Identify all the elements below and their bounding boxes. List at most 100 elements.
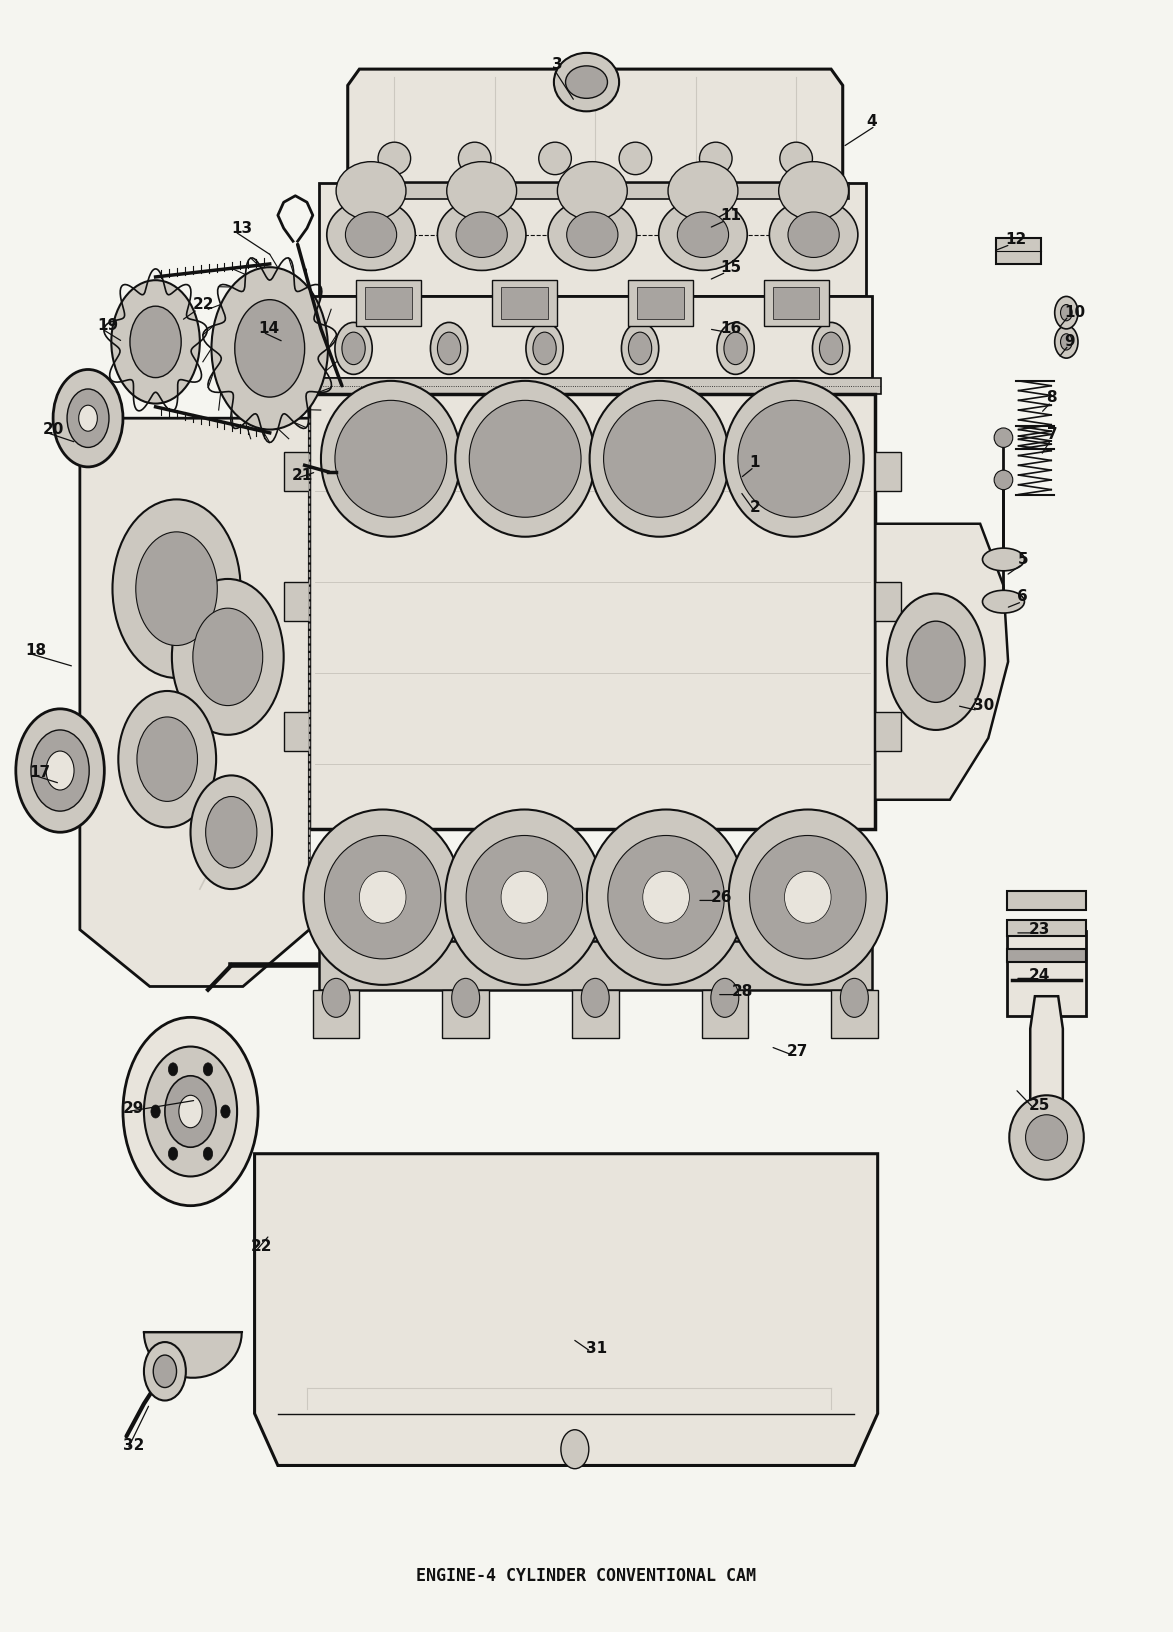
Circle shape [30, 730, 89, 811]
Bar [1006, 920, 1086, 937]
Bar [313, 297, 872, 377]
Ellipse shape [456, 212, 507, 258]
Bar [832, 989, 877, 1038]
Ellipse shape [466, 836, 583, 960]
Ellipse shape [788, 212, 839, 258]
Ellipse shape [983, 591, 1024, 614]
Circle shape [205, 796, 257, 868]
Ellipse shape [538, 142, 571, 175]
Circle shape [165, 1075, 216, 1147]
Ellipse shape [378, 142, 411, 175]
Ellipse shape [669, 162, 738, 220]
Text: 8: 8 [1046, 390, 1057, 405]
Circle shape [203, 1147, 212, 1160]
Circle shape [582, 978, 609, 1017]
Circle shape [711, 978, 739, 1017]
Circle shape [221, 1105, 230, 1118]
Ellipse shape [327, 199, 415, 271]
Bar [319, 942, 872, 989]
Polygon shape [80, 418, 310, 986]
Bar [491, 281, 557, 326]
Circle shape [151, 1105, 161, 1118]
Circle shape [178, 1095, 202, 1128]
Ellipse shape [728, 809, 887, 984]
Ellipse shape [565, 65, 608, 98]
Ellipse shape [785, 871, 832, 924]
Bar [764, 281, 829, 326]
Text: ENGINE-4 CYLINDER CONVENTIONAL CAM: ENGINE-4 CYLINDER CONVENTIONAL CAM [416, 1567, 757, 1585]
Ellipse shape [469, 400, 581, 517]
Circle shape [813, 323, 849, 374]
Bar [773, 287, 820, 320]
Text: 3: 3 [551, 57, 562, 72]
Circle shape [113, 499, 240, 677]
Text: 29: 29 [123, 1100, 144, 1116]
Ellipse shape [983, 548, 1024, 571]
Text: 27: 27 [787, 1044, 808, 1059]
Polygon shape [875, 524, 1008, 800]
Circle shape [111, 281, 199, 403]
Circle shape [172, 579, 284, 734]
Circle shape [1060, 335, 1072, 349]
Ellipse shape [335, 400, 447, 517]
Bar [1006, 950, 1086, 963]
Circle shape [430, 323, 468, 374]
Circle shape [144, 1342, 185, 1400]
Text: 13: 13 [231, 220, 252, 235]
Circle shape [907, 622, 965, 702]
Text: 9: 9 [1064, 335, 1074, 349]
Text: 15: 15 [720, 259, 741, 274]
Ellipse shape [325, 836, 441, 960]
Bar [442, 989, 489, 1038]
Text: 23: 23 [1029, 922, 1051, 937]
Bar [341, 183, 848, 199]
Text: 20: 20 [42, 423, 65, 437]
Bar [572, 989, 618, 1038]
Text: 11: 11 [720, 207, 741, 222]
Polygon shape [1018, 996, 1074, 1138]
Text: 6: 6 [1017, 589, 1029, 604]
Circle shape [820, 333, 842, 364]
Circle shape [192, 609, 263, 705]
Ellipse shape [345, 212, 396, 258]
Bar [996, 238, 1040, 264]
Ellipse shape [455, 380, 595, 537]
Polygon shape [144, 1332, 242, 1377]
Ellipse shape [321, 380, 461, 537]
Text: 10: 10 [1064, 305, 1085, 320]
Text: 14: 14 [258, 322, 279, 336]
Ellipse shape [659, 199, 747, 271]
Ellipse shape [995, 428, 1012, 447]
Ellipse shape [738, 400, 849, 517]
Bar [501, 287, 548, 320]
Bar [365, 287, 412, 320]
Ellipse shape [557, 162, 628, 220]
Text: 2: 2 [750, 499, 760, 516]
Text: 4: 4 [866, 114, 876, 129]
Text: 32: 32 [123, 1438, 144, 1454]
Ellipse shape [769, 199, 857, 271]
Ellipse shape [677, 212, 728, 258]
Text: 22: 22 [192, 297, 215, 312]
Ellipse shape [608, 836, 724, 960]
Text: 7: 7 [1046, 428, 1057, 442]
Text: 5: 5 [1017, 552, 1028, 566]
Ellipse shape [359, 871, 406, 924]
Circle shape [67, 388, 109, 447]
Polygon shape [255, 1154, 877, 1466]
Bar [310, 393, 875, 829]
Bar [701, 989, 748, 1038]
Bar [313, 989, 359, 1038]
Circle shape [154, 1355, 177, 1387]
Bar [628, 281, 693, 326]
Circle shape [526, 323, 563, 374]
Circle shape [169, 1062, 177, 1075]
Circle shape [79, 405, 97, 431]
Text: 21: 21 [292, 467, 313, 483]
Ellipse shape [304, 809, 462, 984]
Circle shape [136, 532, 217, 646]
Ellipse shape [643, 871, 690, 924]
Text: 18: 18 [25, 643, 46, 658]
Bar [355, 281, 421, 326]
Ellipse shape [459, 142, 491, 175]
